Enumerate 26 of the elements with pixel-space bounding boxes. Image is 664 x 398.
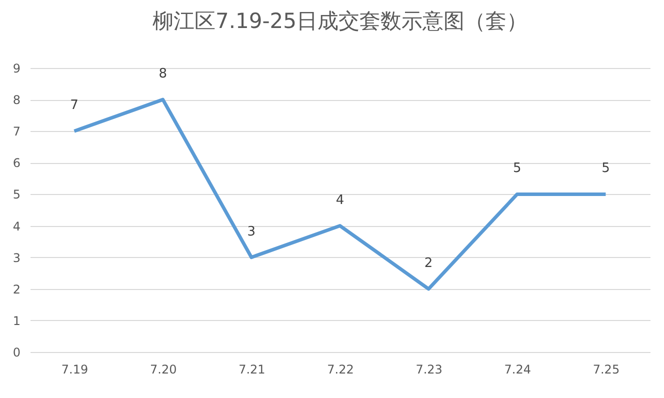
chart-title: 柳江区7.19-25日成交套数示意图（套） xyxy=(152,9,528,33)
y-tick-label: 0 xyxy=(12,346,20,360)
data-label: 5 xyxy=(513,161,522,176)
x-tick-label: 7.23 xyxy=(416,362,442,376)
x-tick-label: 7.21 xyxy=(238,362,266,376)
data-label: 8 xyxy=(158,66,167,82)
y-tick-label: 7 xyxy=(12,124,20,139)
x-tick-label: 7.22 xyxy=(327,362,354,376)
y-tick-label: 9 xyxy=(12,62,20,76)
y-tick-label: 4 xyxy=(12,219,20,234)
data-label: 7 xyxy=(70,98,78,114)
y-tick-label: 2 xyxy=(12,282,20,296)
y-tick-label: 3 xyxy=(12,250,20,265)
data-label: 2 xyxy=(424,256,433,271)
y-tick-label: 1 xyxy=(12,314,20,328)
line-series xyxy=(72,98,608,291)
y-tick-label: 6 xyxy=(12,156,20,170)
data-label: 5 xyxy=(602,161,610,176)
x-tick-label: 7.20 xyxy=(150,362,177,376)
x-tick-label: 7.25 xyxy=(592,362,620,376)
data-label: 3 xyxy=(247,224,256,240)
x-tick-label: 7.19 xyxy=(61,362,88,376)
data-label: 4 xyxy=(336,192,344,208)
y-tick-label: 5 xyxy=(12,188,20,202)
y-tick-label: 8 xyxy=(12,93,20,108)
x-tick-label: 7.24 xyxy=(504,362,531,376)
